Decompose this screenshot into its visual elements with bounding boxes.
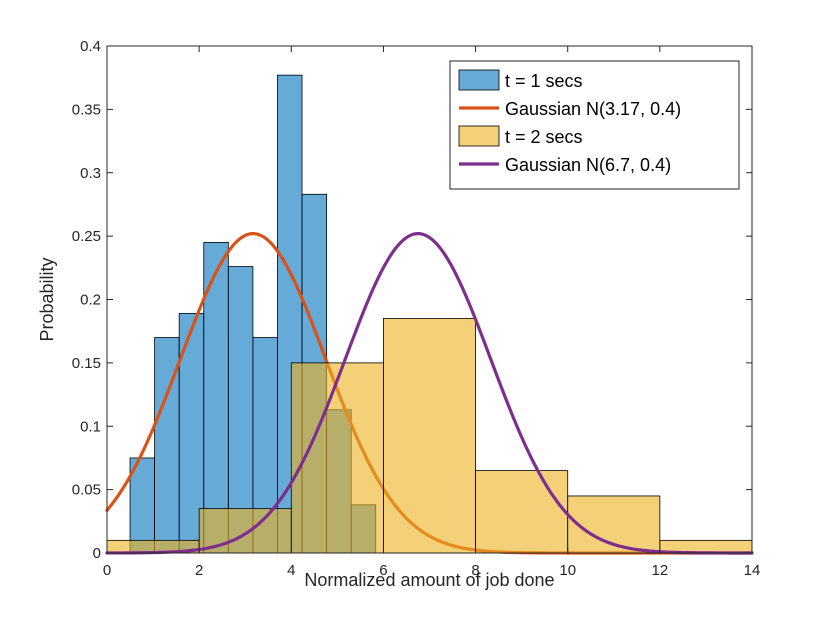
legend-items: t = 1 secs Gaussian N(3.17, 0.4) t = 2 sec… [458, 69, 681, 175]
x-tick-label: 8 [471, 562, 479, 579]
y-tick-label: 0.4 [80, 38, 101, 55]
legend-label-3: Gaussian N(6.7, 0.4) [505, 155, 671, 175]
legend-item-1: Gaussian N(3.17, 0.4) [459, 99, 681, 119]
legend: t = 1 secs Gaussian N(3.17, 0.4) t = 2 sec… [449, 60, 740, 190]
series-2-bar-4 [475, 470, 569, 554]
y-tick-label: 0.2 [80, 292, 101, 309]
x-axis-label: Normalized amount of job done [304, 570, 554, 590]
legend-label-0: t = 1 secs [505, 71, 583, 91]
legend-swatch-0 [458, 69, 500, 91]
series-2 [106, 318, 753, 554]
x-tick-label: 10 [559, 562, 576, 579]
series-3 [105, 231, 754, 555]
legend-label-1: Gaussian N(3.17, 0.4) [505, 99, 681, 119]
series-0-bar-3 [203, 242, 229, 554]
x-tick-label: 2 [195, 562, 203, 579]
series-3-curve [105, 231, 754, 555]
y-axis-label: Probability [37, 257, 57, 341]
y-tick-label: 0.1 [80, 418, 101, 435]
series-2-bar-2 [290, 362, 384, 554]
legend-swatch-2 [458, 125, 500, 147]
series-0-bar-4 [227, 266, 254, 554]
x-tick-label: 14 [744, 562, 761, 579]
x-tick-label: 4 [287, 562, 295, 579]
legend-label-2: t = 2 secs [505, 127, 583, 147]
legend-item-0: t = 1 secs [458, 69, 583, 91]
x-tick-label: 12 [652, 562, 669, 579]
y-tick-label: 0.35 [72, 101, 101, 118]
y-tick-label: 0.25 [72, 228, 101, 245]
series-2-bar-3 [383, 318, 476, 554]
x-tick-label: 6 [379, 562, 387, 579]
y-tick-label: 0 [93, 545, 101, 562]
legend-item-3: Gaussian N(6.7, 0.4) [459, 155, 671, 175]
y-tick-label: 0.05 [72, 482, 101, 499]
y-tick-label: 0.15 [72, 355, 101, 372]
legend-item-2: t = 2 secs [458, 125, 583, 147]
x-tick-label: 0 [103, 562, 111, 579]
axes: 0 2 4 6 8 10 12 14 0 0.05 0.1 0.15 0.2 0.25 0.3 0.35 0.4 [72, 38, 761, 579]
series-layer [105, 74, 754, 555]
y-tick-label: 0.3 [80, 165, 101, 182]
